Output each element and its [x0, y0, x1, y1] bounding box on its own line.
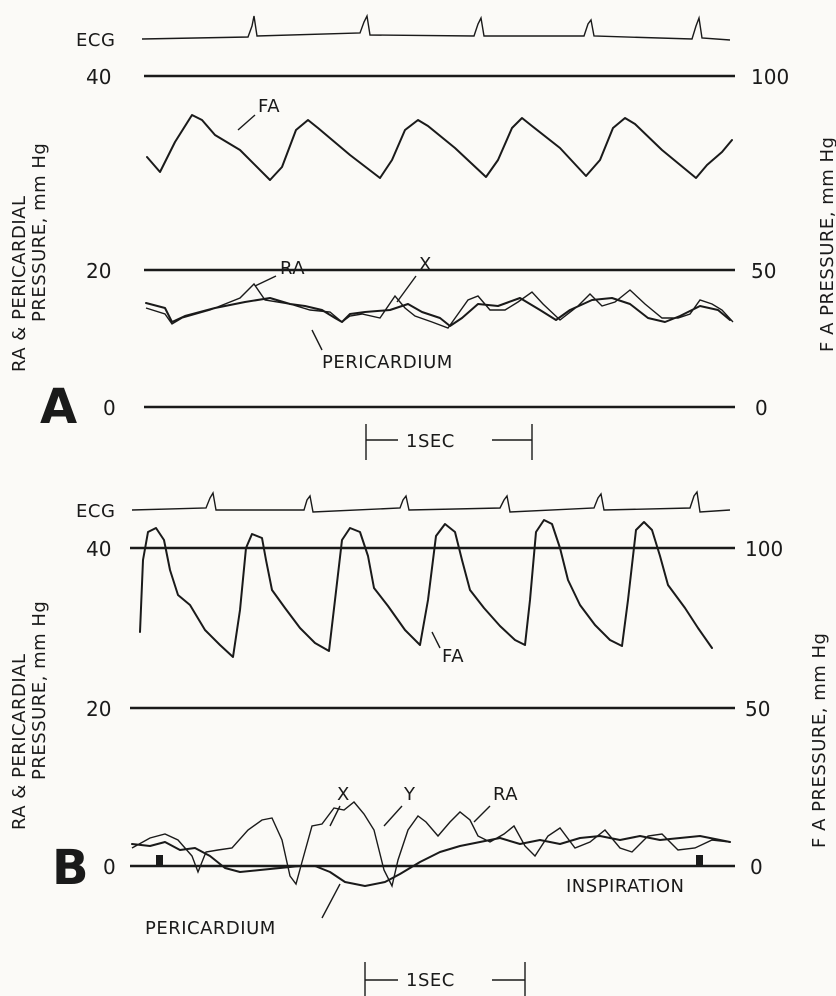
- panel-b-ra-line: [131, 801, 731, 889]
- panel-b-label-ra: RA: [493, 784, 518, 805]
- panel-b-label-fa: FA: [442, 646, 464, 667]
- panel-a-label-ra: RA: [280, 258, 305, 279]
- panel-b-letter: B: [52, 840, 89, 896]
- panel-b-label-x: X: [337, 784, 350, 805]
- panel-a-label-fa: FA: [258, 96, 280, 117]
- panel-a-left-axis-title-line2: PRESSURE, mm Hg: [29, 143, 50, 322]
- panel-b-right-tick-50: 50: [745, 697, 770, 721]
- panel-b-label-inspiration: INSPIRATION: [566, 876, 685, 897]
- panel-a-letter: A: [40, 379, 77, 435]
- panel-b: ECG 40 20 0 100 50 0 RA & PERICARDIAL PR…: [9, 490, 830, 996]
- panel-a-right-axis-title: F A PRESSURE, mm Hg: [817, 137, 836, 352]
- panel-b-left-axis-title-line2: PRESSURE, mm Hg: [29, 601, 50, 780]
- panel-b-right-tick-0: 0: [750, 855, 763, 879]
- panel-b-leader-fa: [431, 631, 441, 649]
- panel-a-label-pericardium: PERICARDIUM: [322, 352, 453, 373]
- panel-b-pericardium-line: [131, 835, 731, 887]
- panel-b-left-axis-title-line1: RA & PERICARDIAL: [9, 653, 30, 830]
- panel-a-ra-line: [145, 282, 734, 329]
- panel-a-left-tick-20: 20: [86, 259, 111, 283]
- panel-a-time-scale-label: 1SEC: [406, 431, 455, 452]
- panel-a-leader-x: [396, 275, 417, 303]
- panel-b-label-y: Y: [403, 784, 416, 805]
- panel-b-label-pericardium: PERICARDIUM: [145, 918, 276, 939]
- panel-a-fa-line: [146, 114, 733, 181]
- panel-b-leader-y: [383, 805, 403, 827]
- panel-a-right-tick-0: 0: [755, 396, 768, 420]
- panel-b-left-tick-20: 20: [86, 697, 111, 721]
- panel-a-leader-ra: [254, 275, 277, 287]
- panel-b-leader-ra: [473, 805, 491, 823]
- panel-a-leader-pericardium: [311, 329, 323, 351]
- panel-b-left-tick-0: 0: [103, 855, 116, 879]
- panel-a-ecg-trace: [141, 13, 731, 41]
- panel-a-left-axis-title-line1: RA & PERICARDIAL: [9, 195, 30, 372]
- panel-b-fa-line: [139, 519, 713, 658]
- panel-a-right-tick-50: 50: [751, 259, 776, 283]
- panel-a-left-tick-40: 40: [86, 65, 111, 89]
- panel-a-left-tick-0: 0: [103, 396, 116, 420]
- panel-b-ecg-label: ECG: [76, 501, 115, 522]
- panel-a-pericardium-line: [145, 297, 731, 327]
- panel-a-right-tick-100: 100: [751, 65, 789, 89]
- panel-a: ECG 40 20 0 100 50 0 RA & PERICARDIAL PR…: [9, 13, 836, 460]
- panel-b-leader-pericardium: [321, 883, 341, 919]
- panel-b-right-axis-title: F A PRESSURE, mm Hg: [809, 633, 830, 848]
- panel-b-left-tick-40: 40: [86, 537, 111, 561]
- panel-a-label-x: X: [419, 254, 432, 275]
- panel-b-time-scale-label: 1SEC: [406, 970, 455, 991]
- panel-b-ecg-trace: [131, 490, 731, 513]
- panel-b-inspiration-marker-2: [696, 855, 703, 866]
- panel-b-inspiration-marker-1: [156, 855, 163, 866]
- panel-b-right-tick-100: 100: [745, 537, 783, 561]
- panel-a-ecg-label: ECG: [76, 30, 115, 51]
- panel-a-leader-fa: [237, 114, 256, 131]
- panel-b-leader-x: [329, 805, 341, 827]
